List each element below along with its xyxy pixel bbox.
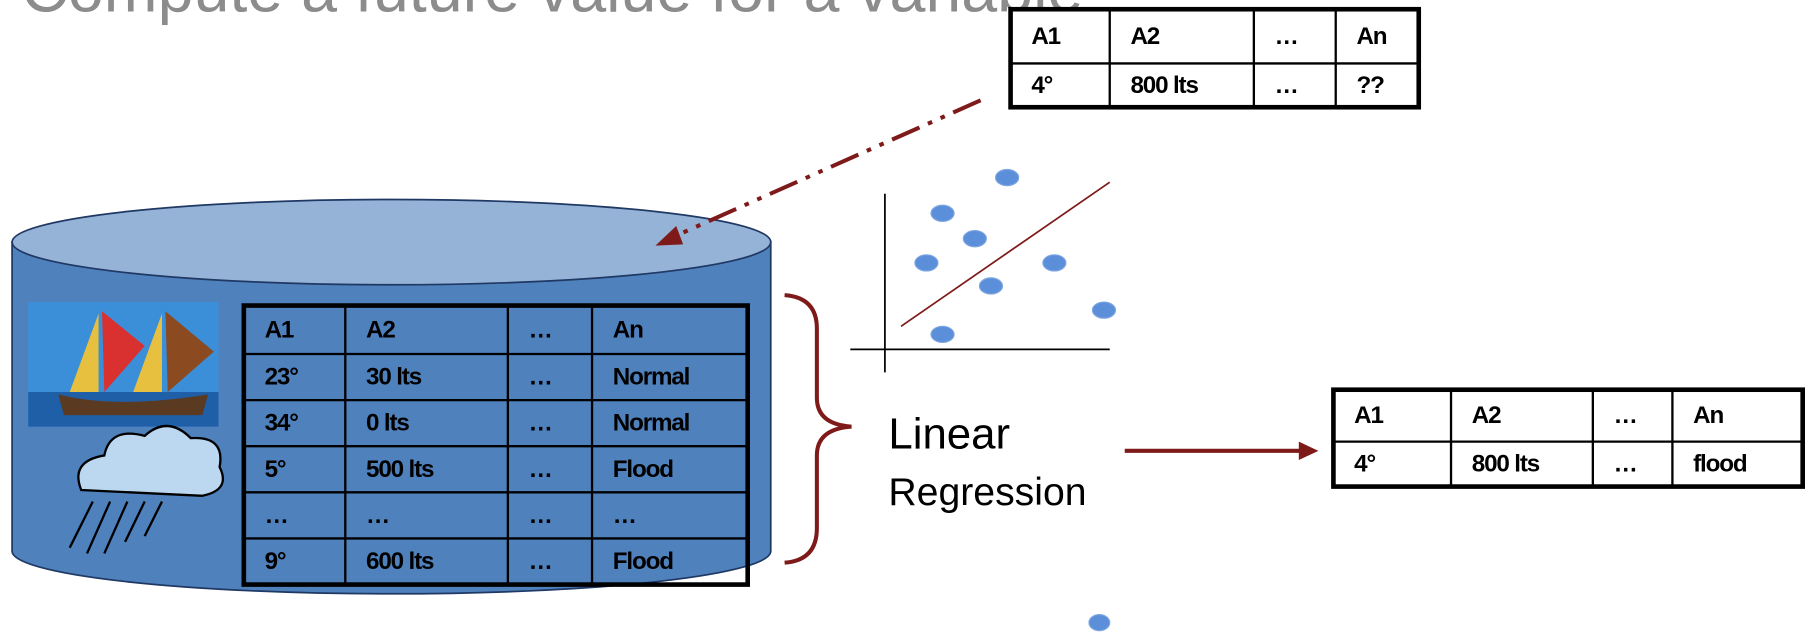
diagram: Compute a future value for a variable (0, 0, 1809, 633)
page: Compute a future value for a variable (0, 0, 1809, 633)
table-cell: 30 lts (366, 364, 422, 391)
table-cell: 4° (1031, 72, 1052, 99)
result-arrow-head (1299, 442, 1319, 460)
table-cell: A1 (1354, 402, 1383, 429)
table-cell: 23° (265, 364, 299, 391)
table-cell: 800 lts (1472, 451, 1540, 478)
table-cell: Flood (613, 456, 673, 483)
table-cell: A2 (1472, 402, 1501, 429)
table-cell: … (529, 548, 552, 575)
table-cell: An (613, 316, 643, 343)
brace (785, 295, 852, 562)
table-cell: … (1275, 23, 1298, 50)
slide-title: Compute a future value for a variable (21, 0, 1083, 26)
table-cell: … (529, 456, 552, 483)
table-cell: Flood (613, 548, 673, 575)
table-cell: … (529, 410, 552, 437)
table-cell: … (265, 502, 288, 529)
table-cell: 5° (265, 456, 286, 483)
sailboat-image (28, 302, 218, 427)
database-top (12, 199, 771, 284)
table-cell: … (366, 502, 389, 529)
table-cell: 34° (265, 410, 299, 437)
scatter-illustration (850, 169, 1115, 630)
table-cell: 500 lts (366, 456, 434, 483)
table-cell: 600 lts (366, 548, 434, 575)
table-cell: An (1693, 402, 1723, 429)
table-cell: Normal (613, 410, 690, 437)
table-cell: … (1614, 451, 1637, 478)
method-line1: Linear (888, 410, 1010, 459)
table-cell: 4° (1354, 451, 1375, 478)
table-cell: A1 (265, 316, 294, 343)
table-cell: flood (1693, 451, 1747, 478)
table-cell: Normal (613, 364, 690, 391)
method-line2: Regression (888, 471, 1086, 514)
table-cell: 9° (265, 548, 286, 575)
table-cell: … (1614, 402, 1637, 429)
table-cell: 800 lts (1130, 72, 1198, 99)
table-cell: … (529, 364, 552, 391)
table-cell: … (613, 502, 636, 529)
table-cell: A1 (1031, 23, 1060, 50)
table-cell: A2 (1130, 23, 1159, 50)
table-cell: 0 lts (366, 410, 409, 437)
table-cell: An (1356, 23, 1386, 50)
table-cell: A2 (366, 316, 395, 343)
table-cell: … (529, 316, 552, 343)
table-cell: … (1275, 72, 1298, 99)
table-cell: ?? (1356, 72, 1384, 99)
table-cell: … (529, 502, 552, 529)
